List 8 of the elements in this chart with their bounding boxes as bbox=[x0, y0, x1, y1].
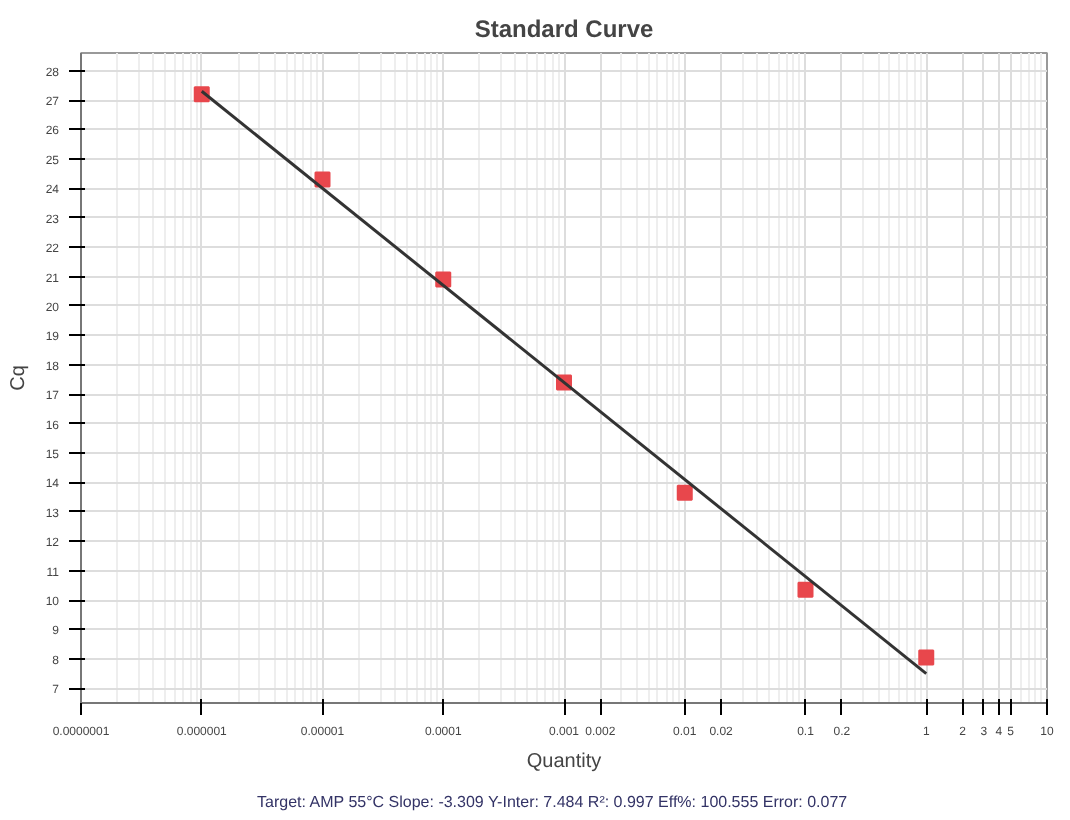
x-axis-title: Quantity bbox=[526, 751, 602, 773]
point bbox=[797, 581, 814, 598]
point bbox=[314, 171, 331, 188]
point bbox=[676, 484, 693, 501]
y-axis-title: Cq bbox=[7, 365, 30, 391]
chart-title: Standard Curve bbox=[474, 15, 655, 43]
point bbox=[918, 649, 935, 666]
text: Target: AMP 55°C Slope: -3.309 Y-Inter: 7.484 R²: 0.997 Eff%: 100.555 Error: 0.077 bbox=[257, 793, 849, 811]
